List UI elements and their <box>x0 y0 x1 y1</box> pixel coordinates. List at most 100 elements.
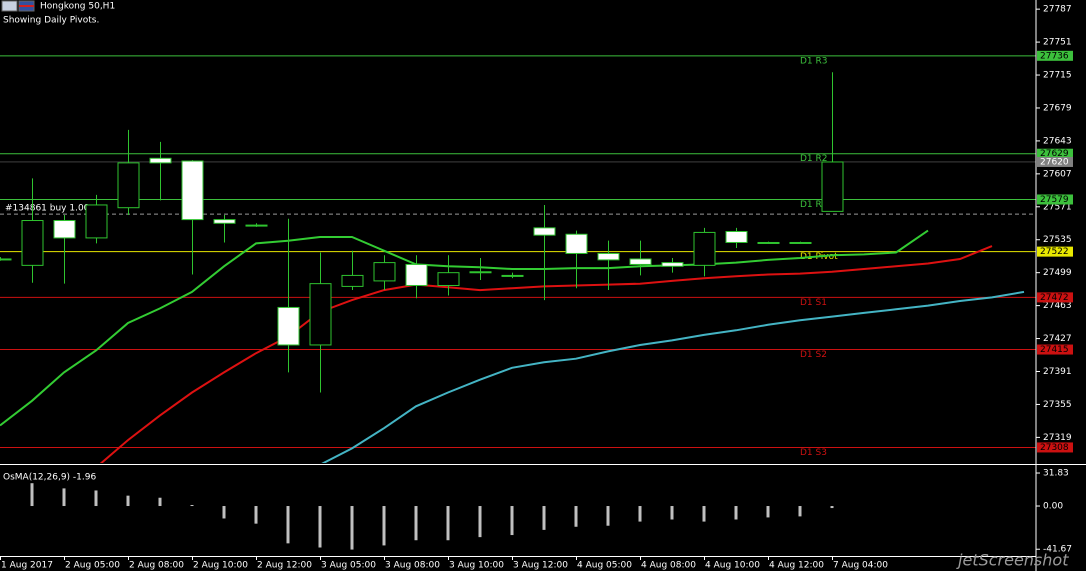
candle-body <box>149 157 172 164</box>
osma-bar <box>670 506 674 520</box>
header: Hongkong 50,H1 Showing Daily Pivots. OsM… <box>1 0 115 483</box>
osma-bar <box>766 506 770 518</box>
candle-body <box>629 258 652 265</box>
price-label-box <box>1037 148 1073 159</box>
x-tick-label: 2 Aug 12:00 <box>257 561 312 571</box>
y-tick-label: 27463 <box>1043 301 1072 311</box>
price-label: 27736 <box>1040 51 1069 61</box>
candle-body <box>533 227 556 236</box>
x-tick-label: 7 Aug 04:00 <box>833 561 888 571</box>
osma-bar <box>446 506 450 541</box>
osma-bar <box>830 506 834 509</box>
x-tick-label: 2 Aug 05:00 <box>65 561 120 571</box>
y-tick-label: 27319 <box>1043 433 1072 443</box>
x-tick-label: 3 Aug 08:00 <box>385 561 440 571</box>
price-label: 27522 <box>1040 247 1069 257</box>
osma-title: OsMA(12,26,9) -1.96 <box>3 473 96 483</box>
y-tick-label: 27787 <box>1043 5 1072 15</box>
y-tick-label: 27751 <box>1043 38 1072 48</box>
candle-body <box>725 231 748 243</box>
price-label-box <box>1037 292 1073 303</box>
osma-bar <box>222 506 226 519</box>
osma-bar <box>318 506 322 548</box>
price-label: 27472 <box>1040 293 1069 303</box>
osma-bar <box>30 483 34 507</box>
x-tick-label: 4 Aug 12:00 <box>769 561 824 571</box>
candle-body <box>181 160 204 221</box>
y-tick-label: 27499 <box>1043 268 1072 278</box>
osma-bar <box>478 506 482 538</box>
osma-bar <box>798 506 802 517</box>
candle-body <box>0 258 12 261</box>
candle-body <box>309 283 332 346</box>
osma-bar <box>638 506 642 522</box>
osma-bar <box>94 490 98 507</box>
osma-bar <box>382 506 386 546</box>
y-tick-label: 27391 <box>1043 367 1072 377</box>
order-label: #134861 buy 1.00 <box>5 204 90 214</box>
candle-body <box>565 233 588 254</box>
y-tick-label: 27355 <box>1043 400 1072 410</box>
candle-body <box>21 220 44 266</box>
candle-body <box>693 231 716 266</box>
osma-bar <box>286 506 290 544</box>
osma-bar <box>542 506 546 530</box>
pivot-label: D1 S1 <box>800 298 827 308</box>
candle-body <box>85 204 108 239</box>
price-label: 27308 <box>1040 443 1069 453</box>
price-label-box <box>1037 344 1073 355</box>
candle-body <box>501 274 524 277</box>
x-tick-label: 4 Aug 08:00 <box>641 561 696 571</box>
price-label-box <box>1037 246 1073 257</box>
osma-bar <box>510 506 514 536</box>
pivot-label: D1 R3 <box>800 56 828 66</box>
candle-body <box>213 219 236 224</box>
osma-bar <box>350 506 354 550</box>
price-label: 27579 <box>1040 195 1069 205</box>
price-label-box <box>1037 50 1073 61</box>
y-tick-label: 27535 <box>1043 235 1072 245</box>
price-label: 27629 <box>1040 149 1069 159</box>
pivot-label: D1 R2 <box>800 154 828 164</box>
candle-body <box>757 241 780 244</box>
osma-bar <box>126 495 130 507</box>
osma-bar <box>606 506 610 526</box>
x-tick-label: 2 Aug 08:00 <box>129 561 184 571</box>
candle-body <box>53 220 76 239</box>
pivot-label: D1 S2 <box>800 350 827 360</box>
price-label-box <box>1037 442 1073 453</box>
y-tick-label: 27643 <box>1043 136 1072 146</box>
moving-average <box>0 229 929 427</box>
current-price-label: 27620 <box>1040 157 1069 167</box>
candle-body <box>789 241 812 244</box>
osma-panel <box>30 483 834 550</box>
x-tick-label: 2 Aug 10:00 <box>193 561 248 571</box>
osma-bar <box>158 497 162 507</box>
candle-body <box>821 161 844 212</box>
candle-body <box>437 272 460 286</box>
price-label: 27415 <box>1040 345 1069 355</box>
y-tick-label: 27427 <box>1043 334 1072 344</box>
osma-bar <box>734 506 738 520</box>
candle-body <box>373 262 396 282</box>
candle-body <box>469 271 492 274</box>
candle-body <box>661 262 684 267</box>
osma-bar <box>190 504 194 507</box>
osma-y-tick-label: -41.67 <box>1043 545 1072 555</box>
osma-bar <box>414 506 418 541</box>
osma-y-tick-label: 31.83 <box>1043 469 1069 479</box>
price-label-box <box>1037 156 1073 167</box>
y-tick-label: 27715 <box>1043 71 1072 81</box>
candle-body <box>277 306 300 346</box>
candle-body <box>245 224 268 227</box>
watermark: jetScreenshot <box>956 551 1069 570</box>
x-tick-label: 4 Aug 05:00 <box>577 561 632 571</box>
subtitle: Showing Daily Pivots. <box>3 16 99 26</box>
osma-bar <box>62 488 66 507</box>
osma-bar <box>574 506 578 527</box>
price-label-box <box>1037 194 1073 205</box>
x-tick-label: 3 Aug 05:00 <box>321 561 376 571</box>
